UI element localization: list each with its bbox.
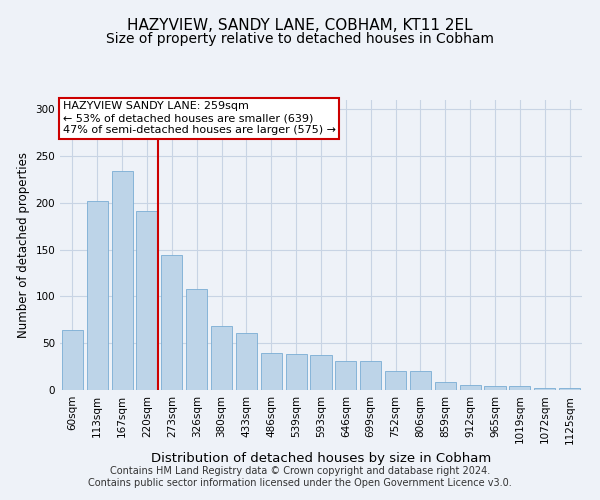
Bar (534, 388, 555, 390)
Text: Contains HM Land Registry data © Crown copyright and database right 2024.
Contai: Contains HM Land Registry data © Crown c… (88, 466, 512, 487)
Bar (410, 372, 431, 390)
Bar (360, 361, 381, 390)
Bar (286, 354, 307, 390)
Bar (385, 372, 406, 390)
Bar (161, 256, 182, 390)
Bar (261, 352, 282, 390)
Bar (460, 386, 481, 390)
Bar (211, 326, 232, 390)
Bar (435, 382, 456, 390)
Bar (112, 171, 133, 390)
Bar (136, 212, 158, 390)
Text: HAZYVIEW, SANDY LANE, COBHAM, KT11 2EL: HAZYVIEW, SANDY LANE, COBHAM, KT11 2EL (127, 18, 473, 32)
Bar (236, 333, 257, 390)
Text: Size of property relative to detached houses in Cobham: Size of property relative to detached ho… (106, 32, 494, 46)
X-axis label: Distribution of detached houses by size in Cobham: Distribution of detached houses by size … (151, 452, 491, 465)
Bar (559, 388, 580, 390)
Bar (310, 356, 332, 390)
Bar (509, 386, 530, 390)
Bar (484, 386, 506, 390)
Bar (62, 330, 83, 390)
Text: HAZYVIEW SANDY LANE: 259sqm
← 53% of detached houses are smaller (639)
47% of se: HAZYVIEW SANDY LANE: 259sqm ← 53% of det… (62, 102, 335, 134)
Bar (335, 361, 356, 390)
Y-axis label: Number of detached properties: Number of detached properties (17, 152, 30, 338)
Bar (87, 201, 108, 390)
Bar (186, 289, 207, 390)
